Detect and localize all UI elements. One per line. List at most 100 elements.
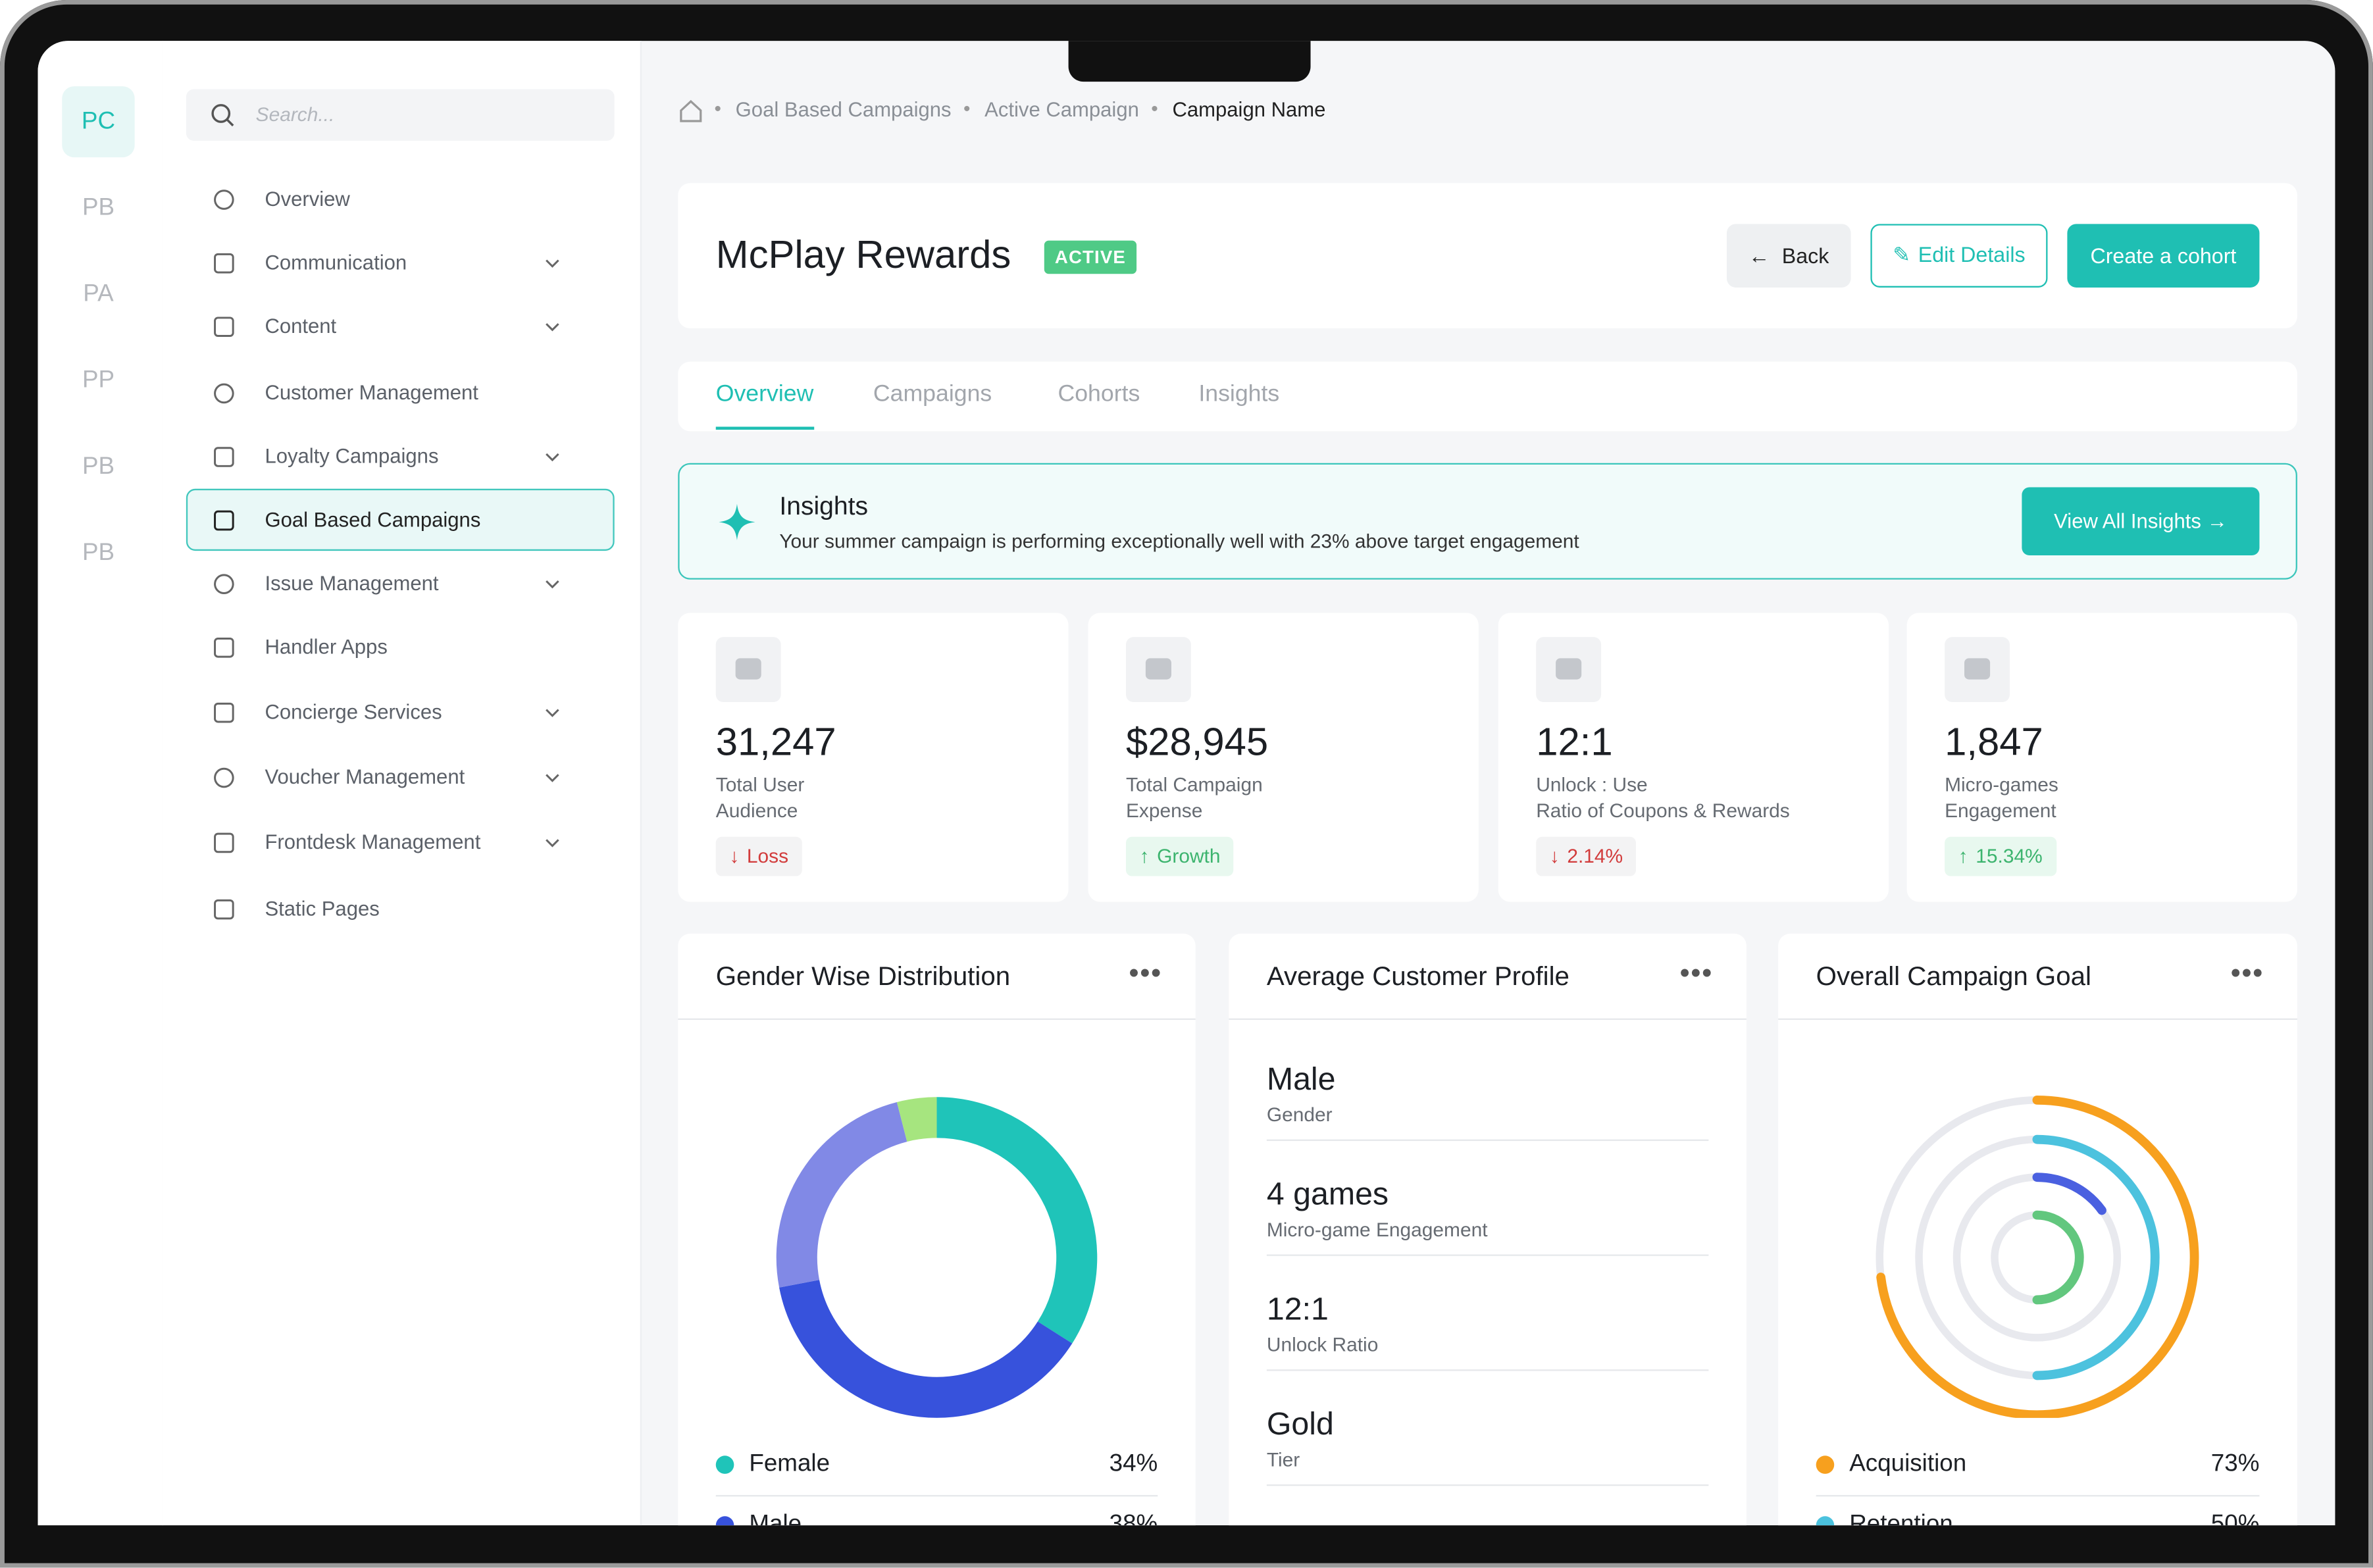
back-button[interactable]: ← Back (1726, 224, 1851, 288)
nav-label: Voucher Management (265, 765, 465, 789)
rail-item[interactable]: PB (82, 540, 115, 567)
tab[interactable]: Campaigns (873, 381, 992, 407)
nav-item[interactable]: Goal Based Campaigns (186, 488, 615, 551)
nav-item[interactable]: Loyalty Campaigns (186, 425, 615, 487)
crumb[interactable]: Goal Based Campaigns (735, 98, 952, 121)
chevron-shape (546, 259, 559, 268)
crumb[interactable]: Active Campaign (984, 98, 1139, 121)
edit-button[interactable]: ✎ Edit Details (1870, 224, 2048, 288)
icon-shape (214, 190, 234, 210)
legend-value: 34% (1109, 1451, 1158, 1477)
create-button[interactable]: Create a cohort (2067, 224, 2260, 288)
chevron-shape (546, 839, 559, 847)
screen: PC PB PA PP PB PB Search... Overview Communica… (38, 41, 2335, 1526)
nav-label: Handler Apps (265, 635, 388, 659)
nav-icon (214, 832, 234, 853)
stat-glyph (1964, 658, 1991, 680)
tab[interactable]: Overview (715, 381, 814, 407)
crumb: Campaign Name (1172, 98, 1326, 121)
stat-label: Audience (715, 799, 798, 822)
rail-item[interactable]: PA (83, 281, 114, 307)
profile-label: Micro-game Engagement (1266, 1218, 1488, 1241)
icon-shape (214, 767, 234, 788)
nav-icon (214, 316, 234, 338)
nav-item[interactable]: Static Pages (186, 878, 615, 940)
icon-shape (214, 574, 234, 594)
button-label: View All Insights (2054, 509, 2201, 533)
nav-item[interactable]: Frontdesk Management (186, 811, 615, 873)
stat-label: Expense (1125, 799, 1203, 822)
nav-item[interactable]: Voucher Management (186, 746, 615, 808)
stat-value: 12:1 (1536, 719, 1613, 765)
search-box[interactable]: Search... (186, 89, 615, 141)
nav-icon (214, 899, 234, 920)
view-insights-button[interactable]: View All Insights → (2022, 487, 2260, 555)
chevron-shape (546, 453, 559, 462)
nav-icon (214, 767, 234, 788)
insight-title: Insights (779, 492, 869, 521)
icon-shape (214, 510, 234, 531)
menu-dots[interactable]: ••• (1129, 957, 1163, 988)
profile-value: 4 games (1266, 1177, 1389, 1213)
icon-shape (214, 702, 234, 723)
stat-value: 1,847 (1945, 719, 2043, 765)
tab[interactable]: Cohorts (1058, 381, 1140, 407)
sparkle-icon (719, 503, 755, 540)
legend-dot (715, 1516, 734, 1526)
nav-item[interactable]: Communication (186, 232, 615, 293)
nav-item[interactable]: Customer Management (186, 362, 615, 424)
menu-dots[interactable]: ••• (2230, 957, 2264, 988)
stat-label: Engagement (1945, 799, 2056, 822)
icon-shape (214, 899, 234, 920)
profile-card: Average Customer Profile ••• Male Gender 4 … (1229, 933, 1747, 1526)
rail-item[interactable]: PP (82, 367, 115, 393)
nav-item[interactable]: Issue Management (186, 552, 615, 614)
chevron (546, 709, 559, 717)
icon-shape (214, 253, 234, 274)
home-icon[interactable] (678, 98, 703, 122)
camera-notch (1068, 41, 1311, 82)
legend-dot (715, 1455, 734, 1474)
badge-label: Loss (746, 844, 789, 867)
chevron (546, 453, 559, 462)
trend-badge: ↓ Loss (715, 836, 802, 876)
nav-item[interactable]: Concierge Services (186, 681, 615, 743)
nav-item[interactable]: Overview (186, 168, 615, 230)
nav-label: Issue Management (265, 572, 439, 595)
legend-item: Male 38% (715, 1507, 1158, 1526)
tab[interactable]: Insights (1198, 381, 1280, 407)
legend-name: Male (749, 1511, 802, 1526)
card-title: Gender Wise Distribution (715, 961, 1011, 992)
divider (1266, 1139, 1709, 1141)
nav-label: Concierge Services (265, 700, 442, 724)
nav-label: Goal Based Campaigns (265, 508, 481, 532)
stat-label: Unlock : Use (1536, 773, 1648, 796)
stat-glyph (1556, 658, 1582, 680)
ring-arc (1876, 1095, 2199, 1418)
nav-icon (214, 574, 234, 594)
legend-dot (1816, 1455, 1835, 1474)
nav-item[interactable]: Handler Apps (186, 616, 615, 678)
nav-label: Customer Management (265, 381, 478, 405)
legend-name: Female (749, 1451, 830, 1477)
stat-icon (1125, 637, 1191, 703)
donut-chart (776, 1097, 1098, 1418)
campaign-title: McPlay Rewards (715, 231, 1011, 277)
nav-item[interactable]: Content (186, 295, 615, 357)
nav-icon (214, 510, 234, 531)
menu-dots[interactable]: ••• (1679, 957, 1714, 988)
rail: PC PB PA PP PB PB (38, 41, 164, 1526)
stat-label: Ratio of Coupons & Rewards (1536, 799, 1790, 822)
nav-label: Frontdesk Management (265, 830, 481, 854)
divider (1266, 1369, 1709, 1371)
trend-badge: ↑ Growth (1125, 836, 1235, 876)
rail-item[interactable]: PB (82, 453, 115, 480)
rail-item[interactable]: PB (82, 195, 115, 221)
search-placeholder: Search... (255, 103, 335, 126)
divider (715, 1495, 1158, 1497)
rail-item[interactable]: PC (62, 86, 135, 158)
legend-dot (1816, 1516, 1835, 1526)
chevron-shape (546, 580, 559, 589)
stat-value: 31,247 (715, 719, 836, 765)
